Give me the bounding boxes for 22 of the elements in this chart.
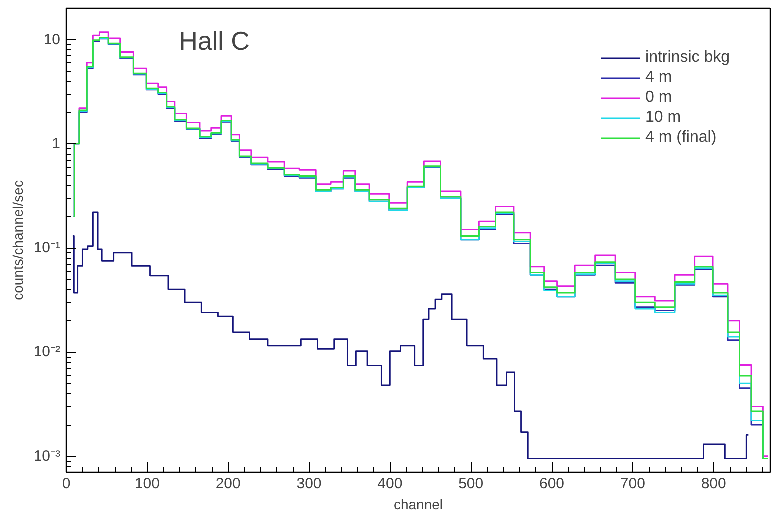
y-tick-label: 10⁻² [34,344,61,361]
legend-label: 4 m (final) [646,129,717,147]
x-tick-label: 600 [540,476,565,492]
x-axis-title: channel [394,496,444,512]
legend-label: 10 m [646,109,682,127]
x-tick-label: 700 [620,476,646,492]
legend-label: intrinsic bkg [646,49,730,67]
y-tick-label: 10⁻³ [34,448,61,465]
x-tick-label: 800 [701,476,726,492]
y-axis-title: counts/channel/sec [10,180,26,300]
legend-label: 4 m [646,69,672,87]
x-tick-label: 500 [458,476,484,492]
y-tick-label: 1 [52,135,60,152]
legend-label: 0 m [646,89,672,107]
x-tick-label: 300 [296,476,322,492]
y-tick-label: 10 [44,31,61,48]
x-tick-label: 200 [216,476,241,492]
x-tick-label: 400 [378,476,403,492]
y-tick-label: 10⁻¹ [34,240,61,257]
text: Hall C [179,26,250,56]
x-tick-label: 100 [134,476,160,492]
x-tick-label: 0 [62,476,71,492]
